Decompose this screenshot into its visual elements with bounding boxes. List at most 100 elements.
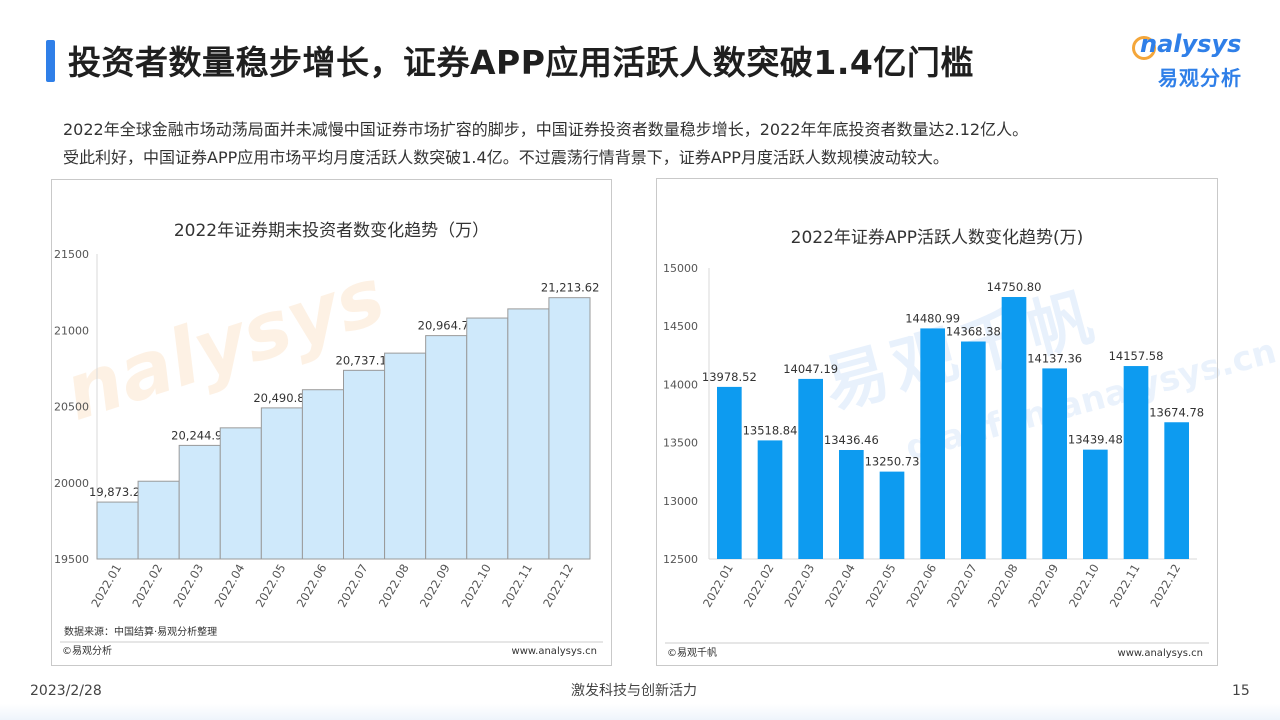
bar bbox=[1083, 449, 1108, 559]
data-label: 13518.84 bbox=[743, 423, 798, 437]
x-tick-label: 2022.07 bbox=[335, 562, 371, 610]
data-label: 14480.99 bbox=[905, 311, 960, 325]
bar bbox=[757, 440, 783, 559]
page-title: 投资者数量稳步增长，证券APP应用活跃人数突破1.4亿门槛 bbox=[68, 43, 974, 82]
data-label: 13250.73 bbox=[865, 455, 920, 469]
data-label: 13439.48 bbox=[1068, 433, 1123, 447]
bar bbox=[920, 328, 945, 559]
x-tick-label: 2022.10 bbox=[458, 562, 494, 610]
panel-footer-right: www.analysys.cn bbox=[1118, 648, 1203, 659]
y-tick-label: 20500 bbox=[54, 401, 89, 414]
bar bbox=[717, 386, 742, 559]
y-tick-label: 13500 bbox=[663, 437, 698, 450]
x-tick-label: 2022.08 bbox=[985, 562, 1021, 610]
y-tick-label: 19500 bbox=[54, 553, 89, 566]
x-tick-label: 2022.12 bbox=[540, 562, 576, 610]
panel-footer-left: ©易观千帆 bbox=[667, 646, 717, 659]
data-label: 14137.36 bbox=[1027, 351, 1082, 365]
bar bbox=[1123, 366, 1149, 559]
x-tick-label: 2022.11 bbox=[499, 562, 535, 610]
bar bbox=[425, 335, 468, 560]
bar bbox=[219, 427, 262, 560]
summary-text: 2022年全球金融市场动荡局面并未减慢中国证券市场扩容的脚步，中国证券投资者数量… bbox=[63, 116, 1233, 172]
data-label: 13674.78 bbox=[1149, 405, 1204, 419]
data-label: 20,964.77 bbox=[418, 319, 477, 333]
bar bbox=[507, 308, 550, 560]
x-tick-label: 2022.01 bbox=[88, 562, 124, 610]
footer-band bbox=[0, 704, 1280, 720]
chart-title: 2022年证券期末投资者数变化趋势（万） bbox=[174, 221, 489, 241]
app-active-chart-panel: 2022年证券APP活跃人数变化趋势(万) 12500 13000 13500 1400… bbox=[656, 178, 1218, 666]
analysys-logo: nalysys 易观分析 bbox=[1132, 30, 1262, 94]
summary-line-1: 2022年全球金融市场动荡局面并未减慢中国证券市场扩容的脚步，中国证券投资者数量… bbox=[63, 120, 1029, 139]
data-label: 20,244.94 bbox=[171, 428, 230, 442]
y-tick-label: 14500 bbox=[663, 320, 698, 333]
bar bbox=[178, 444, 221, 560]
data-label: 13436.46 bbox=[824, 433, 879, 447]
data-label: 21,213.62 bbox=[541, 281, 600, 295]
x-tick-label: 2022.02 bbox=[741, 562, 777, 610]
bar bbox=[961, 341, 986, 559]
bar bbox=[1042, 368, 1067, 559]
data-label: 14047.19 bbox=[783, 362, 838, 376]
x-tick-label: 2022.06 bbox=[903, 562, 939, 610]
bar bbox=[1164, 422, 1189, 559]
data-label: 14157.58 bbox=[1109, 349, 1164, 363]
data-label: 14368.38 bbox=[946, 325, 1001, 339]
x-tick-label: 2022.08 bbox=[376, 562, 412, 610]
x-tick-label: 2022.09 bbox=[1025, 562, 1061, 610]
x-tick-label: 2022.12 bbox=[1147, 562, 1183, 610]
y-tick-label: 21500 bbox=[54, 248, 89, 261]
bar bbox=[137, 480, 180, 560]
x-tick-label: 2022.05 bbox=[253, 562, 289, 610]
x-tick-label: 2022.11 bbox=[1107, 562, 1143, 610]
y-tick-label: 15000 bbox=[663, 262, 698, 275]
x-tick-label: 2022.05 bbox=[863, 562, 899, 610]
bar bbox=[879, 471, 905, 559]
bar bbox=[839, 449, 864, 559]
logo-ring-icon bbox=[1132, 36, 1156, 60]
panel-footer-right: www.analysys.cn bbox=[512, 646, 597, 657]
page-number: 15 bbox=[1232, 683, 1250, 699]
x-tick-label: 2022.04 bbox=[822, 562, 858, 610]
data-label: 20,737.12 bbox=[336, 353, 395, 367]
x-tick-label: 2022.07 bbox=[944, 562, 980, 610]
y-tick-label: 21000 bbox=[54, 324, 89, 337]
source-note: 数据来源：中国结算·易观分析整理 bbox=[64, 625, 217, 638]
bar bbox=[96, 501, 139, 560]
x-tick-label: 2022.09 bbox=[417, 562, 453, 610]
data-label: 13978.52 bbox=[702, 370, 757, 384]
summary-line-2: 受此利好，中国证券APP应用市场平均月度活跃人数突破1.4亿。不过震荡行情背景下… bbox=[63, 148, 949, 167]
x-tick-label: 2022.02 bbox=[129, 562, 165, 610]
bar bbox=[301, 389, 345, 560]
y-tick-label: 20000 bbox=[54, 477, 89, 490]
data-label: 20,490.87 bbox=[253, 391, 312, 405]
data-label: 19,873.28 bbox=[89, 485, 148, 499]
x-tick-label: 2022.10 bbox=[1066, 562, 1102, 610]
bar bbox=[548, 297, 591, 560]
bar bbox=[260, 407, 303, 560]
app-active-bar-chart: 2022年证券APP活跃人数变化趋势(万) 12500 13000 13500 1400… bbox=[663, 228, 1209, 659]
footer-slogan: 激发科技与创新活力 bbox=[571, 683, 697, 699]
y-tick-label: 13000 bbox=[663, 495, 698, 508]
x-tick-label: 2022.03 bbox=[781, 562, 817, 610]
chart-title: 2022年证券APP活跃人数变化趋势(万) bbox=[791, 228, 1084, 248]
bar bbox=[1001, 297, 1027, 559]
y-tick-label: 12500 bbox=[663, 553, 698, 566]
title-accent-bar bbox=[46, 40, 55, 82]
bar bbox=[466, 317, 509, 560]
panel-footer-left: ©易观分析 bbox=[62, 644, 112, 657]
x-tick-label: 2022.03 bbox=[170, 562, 206, 610]
bar bbox=[798, 378, 823, 559]
footer-date: 2023/2/28 bbox=[30, 683, 102, 699]
y-tick-label: 14000 bbox=[663, 378, 698, 391]
logo-text-cn: 易观分析 bbox=[1158, 66, 1242, 90]
data-label: 14750.80 bbox=[987, 280, 1042, 294]
x-tick-label: 2022.06 bbox=[294, 562, 330, 610]
x-tick-label: 2022.04 bbox=[211, 562, 247, 610]
x-tick-label: 2022.01 bbox=[700, 562, 736, 610]
bar bbox=[384, 352, 427, 560]
bar bbox=[343, 369, 386, 560]
logo-text-en: nalysys bbox=[1140, 30, 1242, 58]
investor-chart-panel: 2022年证券期末投资者数变化趋势（万） 19500 20000 20500 21000… bbox=[51, 179, 612, 666]
